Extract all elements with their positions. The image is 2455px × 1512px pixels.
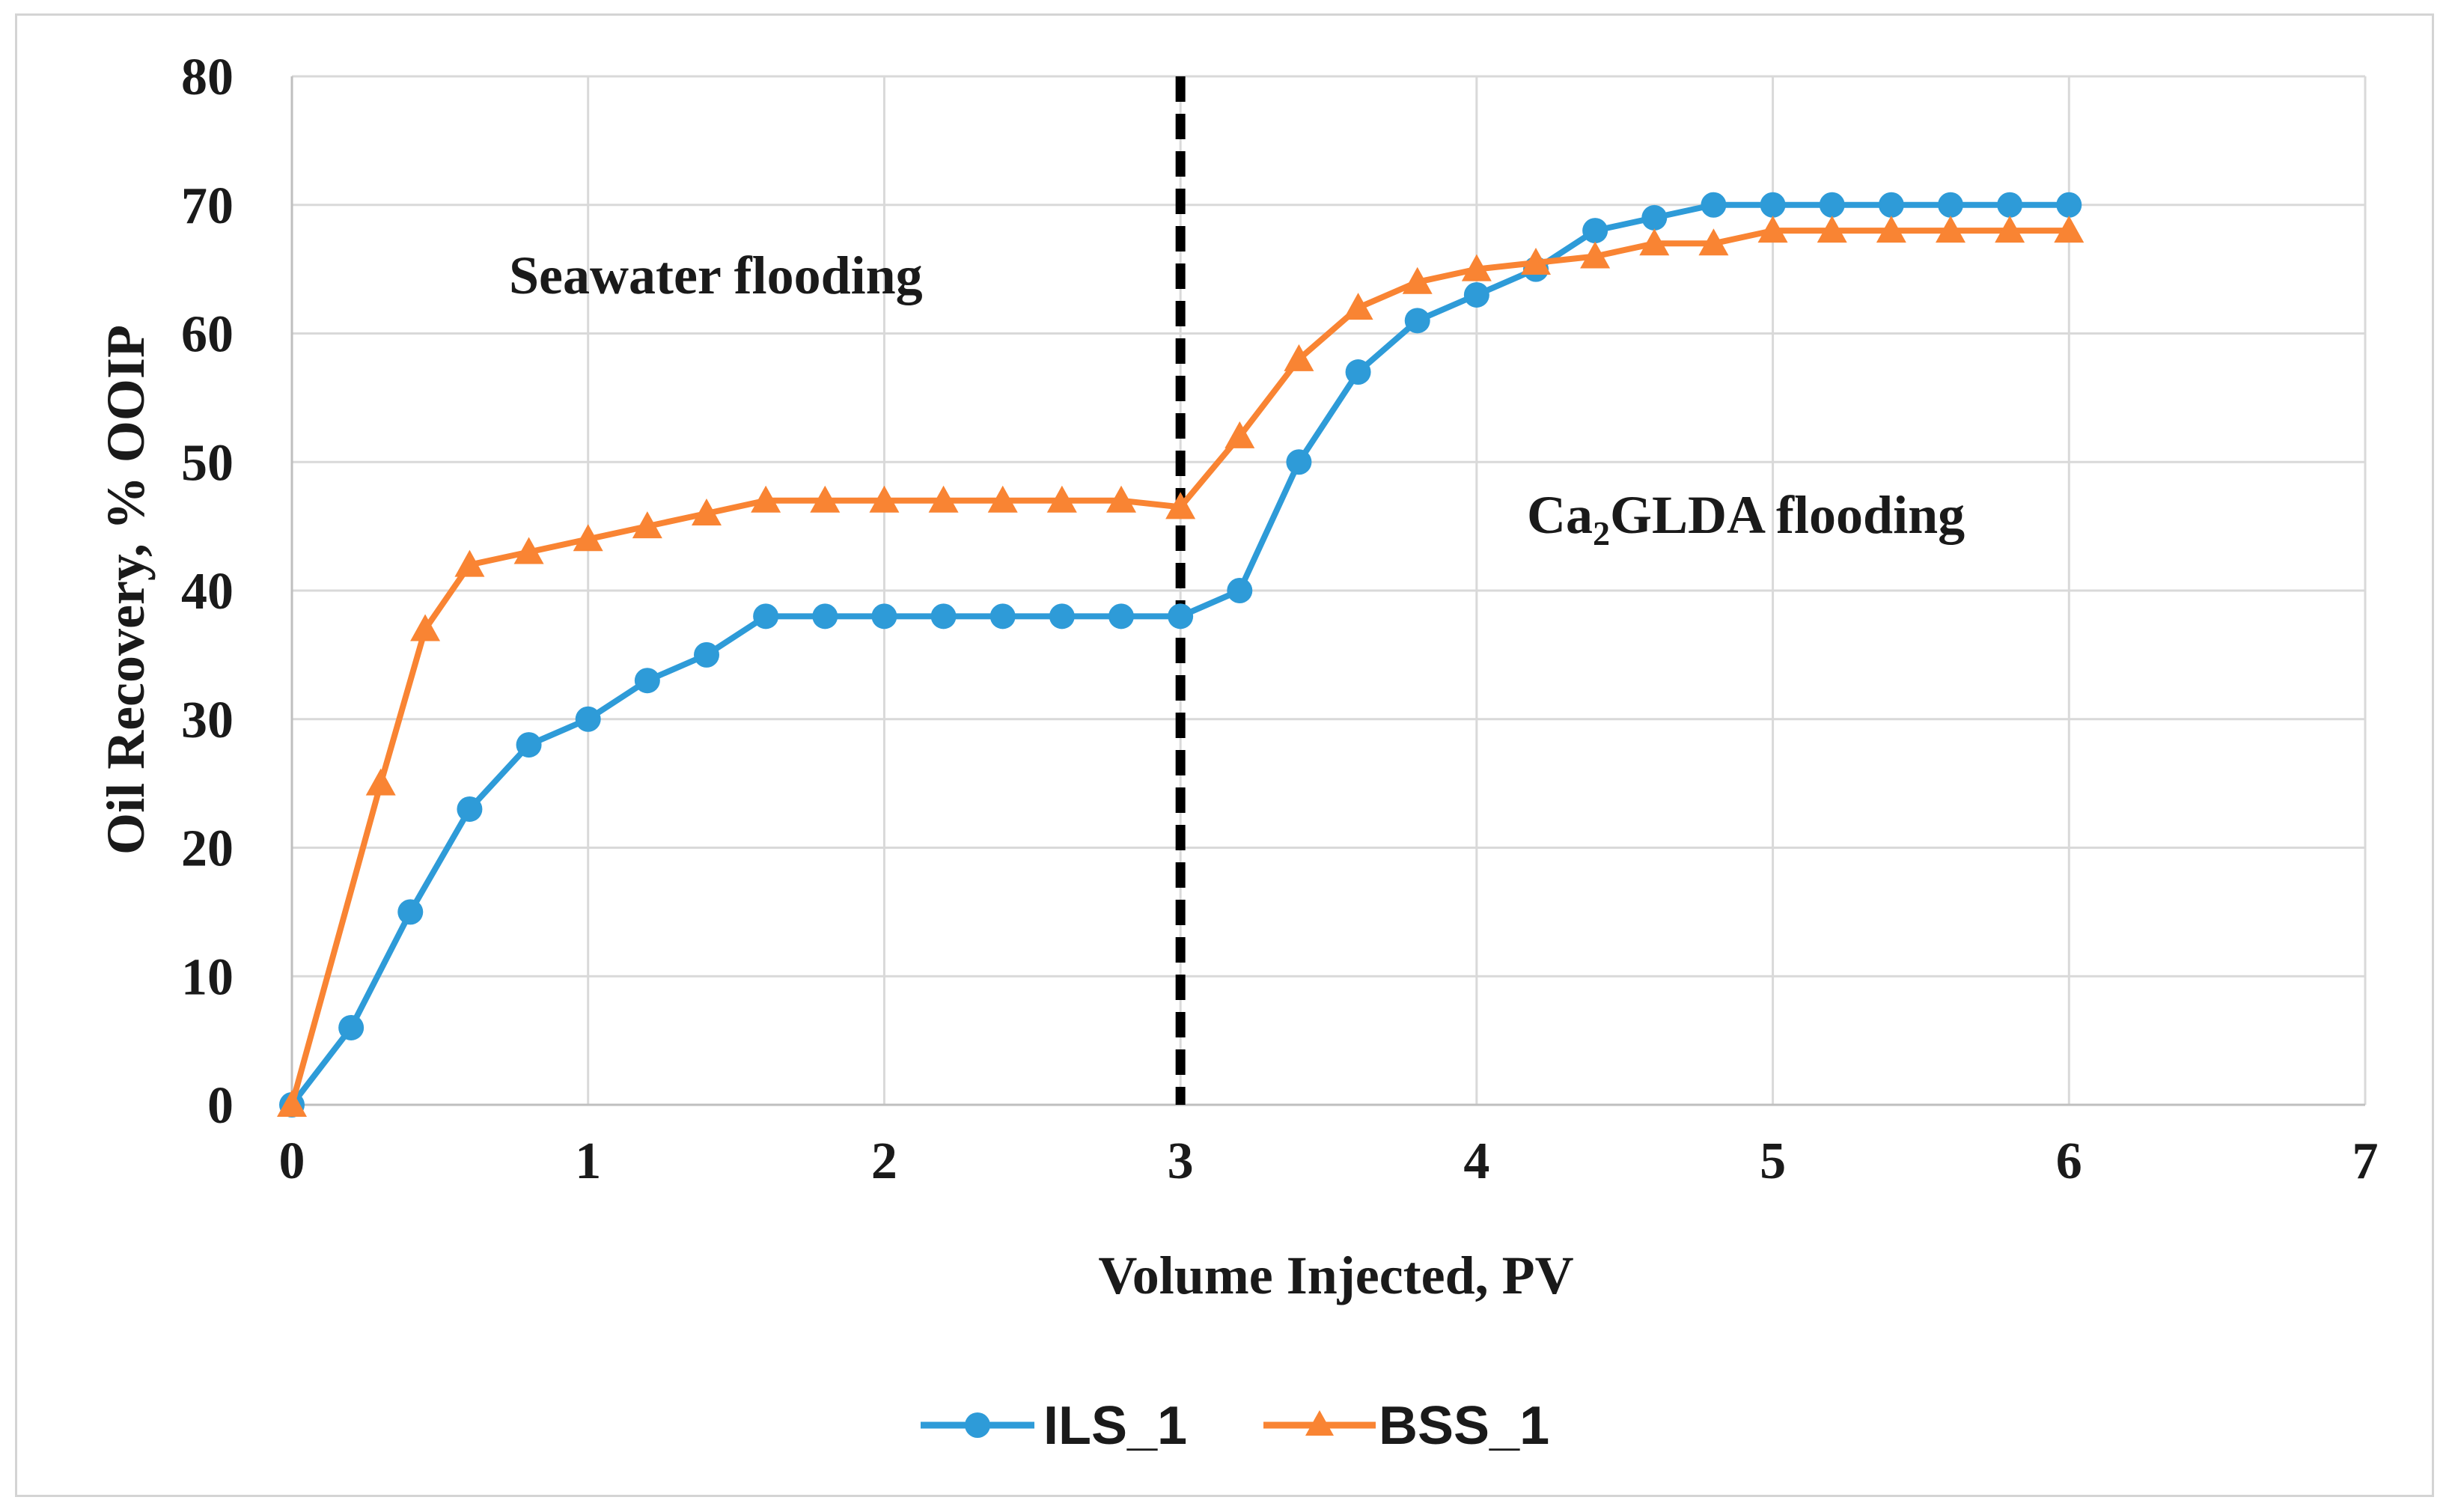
- data-point-bss1: [1225, 421, 1255, 448]
- data-point-ils1: [1641, 204, 1668, 231]
- data-point-bss1: [1936, 216, 1965, 243]
- chart-frame: [15, 13, 2434, 1497]
- data-point-bss1: [1461, 254, 1492, 281]
- data-point-ils1: [1286, 449, 1312, 475]
- annotation-ca2glda-main: Ca: [1527, 485, 1593, 545]
- y-tick-label: 0: [207, 1077, 234, 1135]
- data-point-ils1: [1582, 218, 1608, 244]
- data-point-bss1: [1817, 216, 1847, 243]
- data-point-bss1: [365, 768, 396, 796]
- data-point-ils1: [1760, 192, 1786, 218]
- legend-item-bss1: BSS_1: [1263, 1396, 1549, 1456]
- data-point-ils1: [516, 732, 542, 758]
- data-point-ils1: [989, 603, 1016, 630]
- y-tick-label: 70: [181, 177, 234, 235]
- data-point-ils1: [753, 603, 779, 630]
- data-point-ils1: [1404, 308, 1430, 334]
- data-point-bss1: [1106, 485, 1136, 513]
- x-tick-label: 3: [1168, 1133, 1194, 1190]
- data-point-bss1: [1402, 266, 1433, 294]
- data-point-bss1: [454, 549, 485, 577]
- legend-item-ils1: ILS_1: [921, 1396, 1187, 1456]
- x-tick-labels: 0 1 2 3 4 5 6 7: [279, 1133, 2379, 1190]
- data-point-ils1: [1463, 281, 1489, 308]
- legend-marker-ils1: [965, 1412, 990, 1438]
- data-point-bss1: [1876, 216, 1906, 243]
- data-point-ils1: [1878, 192, 1904, 218]
- data-point-bss1: [1343, 293, 1373, 320]
- annotation-ca2glda-rest: GLDA flooding: [1610, 485, 1965, 545]
- data-point-bss1: [1698, 228, 1729, 256]
- data-point-bss1: [1046, 485, 1077, 513]
- data-point-ils1: [1227, 578, 1253, 603]
- series-bss1: [277, 216, 2085, 1117]
- data-point-ils1: [397, 899, 424, 925]
- x-tick-label: 5: [1760, 1133, 1786, 1190]
- data-point-bss1: [1757, 216, 1788, 243]
- x-tick-label: 7: [2352, 1133, 2379, 1190]
- data-point-bss1: [573, 524, 603, 552]
- data-point-bss1: [513, 537, 544, 564]
- legend-label-bss1: BSS_1: [1379, 1396, 1549, 1456]
- data-point-ils1: [338, 1014, 365, 1040]
- y-tick-label: 20: [181, 820, 234, 878]
- data-point-bss1: [410, 614, 441, 641]
- legend-marker-bss1: [1305, 1410, 1334, 1436]
- data-point-ils1: [871, 603, 897, 630]
- data-point-ils1: [2056, 192, 2082, 218]
- data-point-bss1: [987, 485, 1018, 513]
- y-tick-label: 10: [181, 948, 234, 1006]
- data-point-ils1: [1168, 603, 1194, 630]
- data-point-ils1: [457, 796, 483, 822]
- y-axis-title: Oil Recovery, % OOIP: [96, 325, 156, 855]
- series-group: [277, 192, 2085, 1118]
- y-tick-label: 40: [181, 563, 234, 621]
- data-point-bss1: [1580, 241, 1611, 269]
- data-point-bss1: [277, 1090, 307, 1117]
- data-point-bss1: [2054, 216, 2085, 243]
- y-tick-label: 80: [181, 49, 234, 106]
- annotation-seawater: Seawater flooding: [509, 246, 923, 305]
- x-tick-label: 4: [1463, 1133, 1489, 1190]
- data-point-ils1: [1049, 603, 1075, 630]
- data-point-ils1: [1108, 603, 1134, 630]
- data-point-ils1: [575, 706, 601, 732]
- data-point-bss1: [1639, 228, 1670, 256]
- data-point-ils1: [694, 641, 719, 668]
- x-tick-label: 1: [575, 1133, 601, 1190]
- data-point-bss1: [1995, 216, 2025, 243]
- data-point-bss1: [751, 485, 781, 513]
- data-point-ils1: [930, 603, 957, 630]
- y-tick-label: 30: [181, 692, 234, 749]
- legend: ILS_1 BSS_1: [921, 1396, 1549, 1456]
- data-point-bss1: [869, 485, 900, 513]
- data-point-bss1: [810, 485, 841, 513]
- x-axis-title: Volume Injected, PV: [1098, 1246, 1573, 1305]
- data-point-bss1: [632, 511, 662, 539]
- x-tick-label: 6: [2056, 1133, 2082, 1190]
- legend-label-ils1: ILS_1: [1043, 1396, 1187, 1456]
- x-tick-label: 2: [871, 1133, 897, 1190]
- y-tick-label: 60: [181, 306, 234, 364]
- data-point-ils1: [1938, 192, 1963, 218]
- data-point-ils1: [812, 603, 838, 630]
- data-point-bss1: [1284, 344, 1314, 371]
- data-point-bss1: [1165, 492, 1196, 519]
- x-tick-label: 0: [279, 1133, 305, 1190]
- data-point-bss1: [1521, 248, 1551, 275]
- annotation-ca2glda-sub: 2: [1593, 514, 1610, 552]
- annotation-ca2glda: Ca2GLDA flooding: [1527, 485, 1965, 552]
- y-tick-labels: 0 10 20 30 40 50 60 70 80: [181, 49, 234, 1135]
- y-tick-label: 50: [181, 434, 234, 492]
- data-point-ils1: [1819, 192, 1845, 218]
- data-point-bss1: [928, 485, 959, 513]
- data-point-ils1: [1997, 192, 2023, 218]
- data-point-bss1: [692, 498, 722, 525]
- axes: [290, 76, 2365, 1106]
- data-point-ils1: [1701, 192, 1727, 218]
- data-point-ils1: [634, 668, 660, 694]
- data-point-ils1: [1345, 359, 1371, 385]
